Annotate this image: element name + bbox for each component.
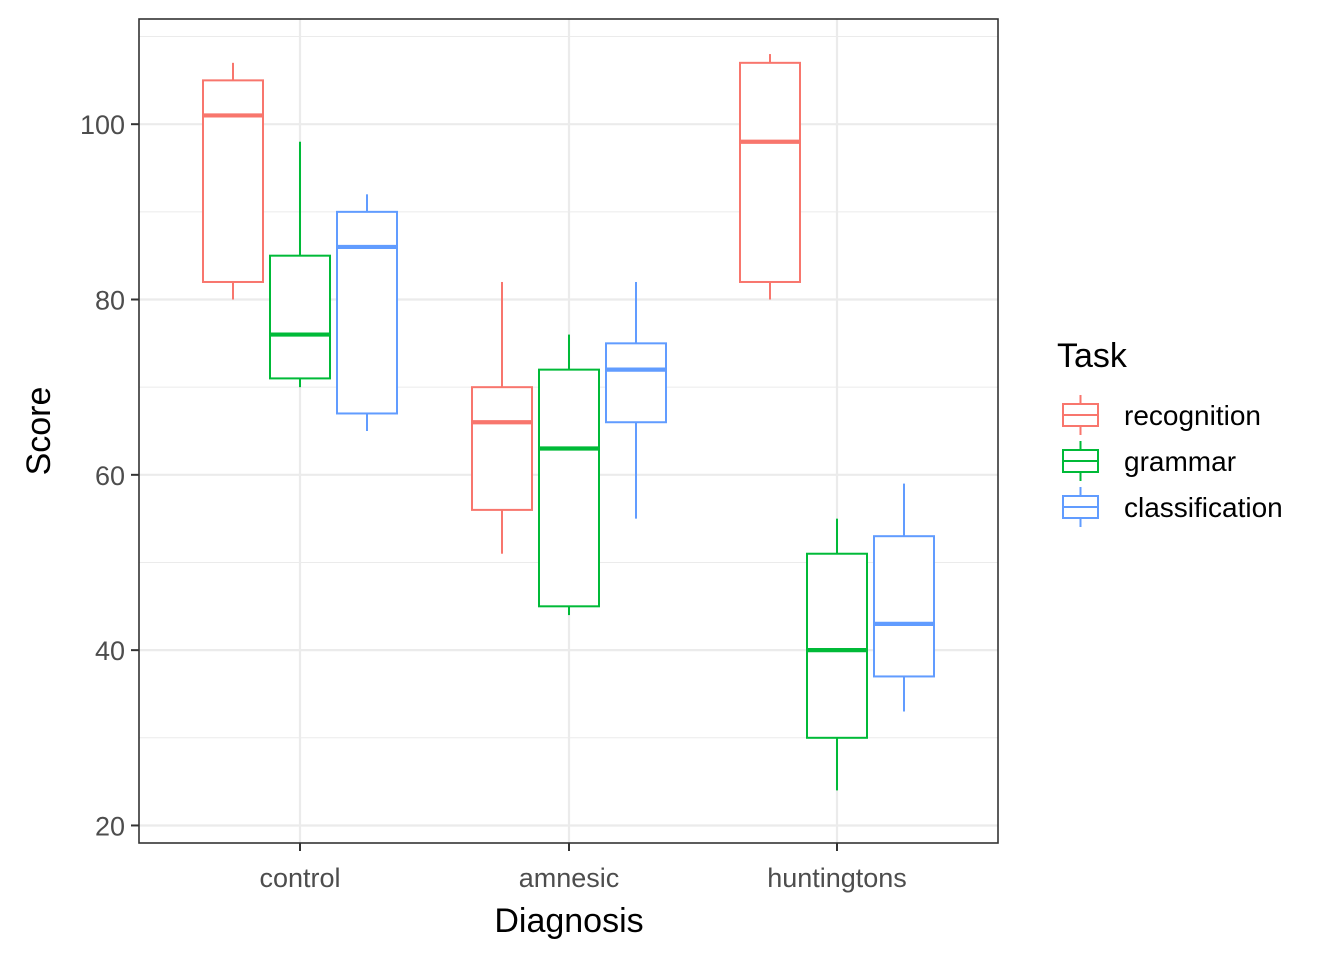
legend: Task recognition grammar classification bbox=[1057, 337, 1283, 527]
box-body bbox=[269, 254, 331, 380]
box-grammar-amnesic bbox=[538, 334, 600, 616]
box-body bbox=[605, 342, 667, 424]
y-axis-title: Score bbox=[20, 387, 58, 476]
box-classification-huntingtons bbox=[873, 483, 935, 712]
box-classification-amnesic bbox=[605, 281, 667, 519]
box-recognition-huntingtons bbox=[739, 54, 801, 300]
legend-item-recognition: recognition bbox=[1062, 395, 1261, 435]
box-body bbox=[806, 552, 868, 739]
y-tick-label: 100 bbox=[80, 110, 125, 140]
box-recognition-amnesic bbox=[471, 281, 533, 554]
box-group bbox=[202, 54, 935, 791]
y-tick-label: 40 bbox=[95, 636, 125, 666]
x-tick-label: huntingtons bbox=[767, 863, 907, 893]
box-body bbox=[873, 535, 935, 678]
y-tick-label: 60 bbox=[95, 461, 125, 491]
legend-title: Task bbox=[1057, 337, 1128, 375]
x-tick-label: amnesic bbox=[519, 863, 620, 893]
box-body bbox=[336, 210, 398, 415]
legend-label: recognition bbox=[1124, 400, 1261, 431]
box-classification-control bbox=[336, 194, 398, 431]
box-recognition-control bbox=[202, 62, 264, 300]
y-tick-label: 80 bbox=[95, 286, 125, 316]
box-body bbox=[471, 386, 533, 511]
legend-label: classification bbox=[1124, 492, 1283, 523]
box-body bbox=[202, 79, 264, 283]
x-tick-label: control bbox=[259, 863, 340, 893]
box-grammar-control bbox=[269, 141, 331, 388]
legend-item-grammar: grammar bbox=[1062, 441, 1236, 481]
x-axis-title: Diagnosis bbox=[494, 902, 643, 940]
legend-label: grammar bbox=[1124, 446, 1236, 477]
box-grammar-huntingtons bbox=[806, 518, 868, 791]
y-axis: 20 40 60 80 100 bbox=[80, 110, 139, 841]
box-body bbox=[739, 61, 801, 283]
y-tick-label: 20 bbox=[95, 811, 125, 841]
x-axis: control amnesic huntingtons bbox=[259, 843, 907, 893]
box-body bbox=[538, 368, 600, 608]
legend-item-classification: classification bbox=[1062, 487, 1283, 527]
